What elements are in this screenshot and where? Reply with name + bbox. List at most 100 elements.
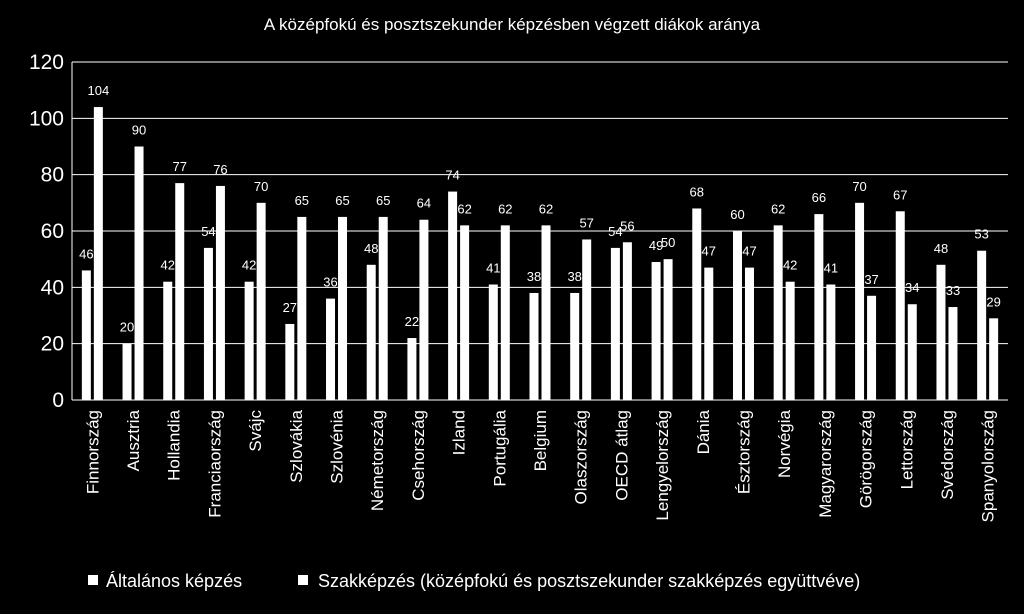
x-tick-label: Szlovákia <box>287 409 306 482</box>
bar-vocational <box>867 295 877 400</box>
bar-vocational <box>134 146 144 400</box>
data-label-general: 38 <box>567 269 581 284</box>
data-label-vocational: 76 <box>213 162 227 177</box>
bar-vocational <box>582 239 592 400</box>
bar-vocational <box>826 284 836 400</box>
bar-vocational <box>378 216 388 400</box>
data-label-general: 42 <box>242 258 256 273</box>
data-label-general: 20 <box>120 320 134 335</box>
data-label-general: 22 <box>405 314 419 329</box>
data-label-general: 54 <box>608 224 622 239</box>
bar-general <box>570 292 580 400</box>
bar-general <box>366 264 376 400</box>
bar-general <box>163 281 173 400</box>
legend-swatch-vocational <box>298 575 308 585</box>
bar-vocational <box>541 225 551 400</box>
bar-general <box>326 298 336 400</box>
legend: Általános képzés Szakképzés (középfokú é… <box>88 571 860 591</box>
data-label-vocational: 65 <box>376 193 390 208</box>
data-label-vocational: 42 <box>783 258 797 273</box>
x-tick-label: Dánia <box>694 409 713 454</box>
legend-label-general: Általános képzés <box>106 571 242 591</box>
bar-general <box>814 214 824 400</box>
x-tick-label: Lettország <box>897 410 916 489</box>
data-label-general: 46 <box>79 246 93 261</box>
x-tick-label: Csehország <box>409 410 428 501</box>
bar-general <box>529 292 539 400</box>
data-label-general: 54 <box>201 224 215 239</box>
data-label-general: 60 <box>730 207 744 222</box>
x-tick-label: Finnország <box>83 410 102 494</box>
data-label-general: 53 <box>974 227 988 242</box>
data-label-general: 48 <box>364 241 378 256</box>
x-tick-label: Olaszország <box>572 410 591 504</box>
bar-general <box>895 211 905 400</box>
bar-vocational <box>419 219 429 400</box>
data-label-vocational: 29 <box>986 294 1000 309</box>
data-label-vocational: 65 <box>335 193 349 208</box>
x-tick-label: Görögország <box>857 410 876 508</box>
data-label-general: 27 <box>283 300 297 315</box>
bar-vocational <box>622 242 632 400</box>
data-label-general: 68 <box>690 184 704 199</box>
data-label-vocational: 77 <box>173 159 187 174</box>
y-tick-label: 120 <box>29 51 64 74</box>
bar-general <box>244 281 254 400</box>
bar-general <box>448 191 458 400</box>
data-label-vocational: 34 <box>905 280 919 295</box>
data-label-general: 38 <box>527 269 541 284</box>
x-tick-label: Szlovénia <box>328 409 347 483</box>
data-label-general: 49 <box>649 238 663 253</box>
data-label-vocational: 62 <box>539 201 553 216</box>
bar-vocational <box>215 185 225 400</box>
data-label-vocational: 62 <box>457 201 471 216</box>
x-tick-label: Izland <box>450 410 469 455</box>
data-label-vocational: 37 <box>864 272 878 287</box>
bar-general <box>651 261 661 400</box>
data-label-general: 67 <box>893 187 907 202</box>
label-layer: 0 20 40 60 80 100 120 46 104 Finnország 20 90 Ausztr… <box>29 51 1001 522</box>
data-label-general: 41 <box>486 261 500 276</box>
data-label-vocational: 64 <box>417 196 431 211</box>
bar-vocational <box>256 202 266 400</box>
legend-label-vocational: Szakképzés (középfokú és posztszekunder … <box>318 571 860 591</box>
bar-vocational <box>297 216 307 400</box>
data-label-general: 74 <box>445 168 459 183</box>
data-label-vocational: 56 <box>620 218 634 233</box>
bar-general <box>122 343 132 400</box>
y-tick-label: 0 <box>52 389 64 412</box>
bar-vocational <box>93 107 103 401</box>
x-tick-label: Franciaország <box>205 410 224 518</box>
x-tick-label: Magyarország <box>816 410 835 518</box>
x-tick-label: Ausztria <box>124 409 143 471</box>
bar-general <box>610 247 620 400</box>
x-tick-label: Portugália <box>490 409 509 486</box>
bar-general <box>203 247 213 400</box>
data-label-general: 42 <box>161 258 175 273</box>
bar-vocational <box>460 225 470 400</box>
bar-general <box>81 270 91 400</box>
bar-vocational <box>500 225 510 400</box>
x-tick-label: OECD átlag <box>612 410 631 501</box>
x-tick-label: Észtország <box>734 410 753 494</box>
legend-swatch-general <box>88 575 98 585</box>
data-label-vocational: 65 <box>295 193 309 208</box>
grid-layer <box>71 61 1008 401</box>
y-tick-label: 60 <box>41 220 64 243</box>
bar-general <box>285 323 295 400</box>
bar-general <box>855 202 865 400</box>
bar-vocational <box>338 216 348 400</box>
bar-layer <box>81 107 999 401</box>
bar-general <box>488 284 498 400</box>
data-label-general: 70 <box>852 179 866 194</box>
x-tick-label: Norvégia <box>775 409 794 478</box>
x-tick-label: Lengyelország <box>653 410 672 521</box>
data-label-vocational: 90 <box>132 123 146 138</box>
y-tick-label: 40 <box>41 276 64 299</box>
y-tick-label: 20 <box>41 333 64 356</box>
data-label-vocational: 33 <box>946 283 960 298</box>
bar-vocational <box>175 183 185 400</box>
bar-general <box>773 225 783 400</box>
data-label-vocational: 104 <box>87 83 109 98</box>
